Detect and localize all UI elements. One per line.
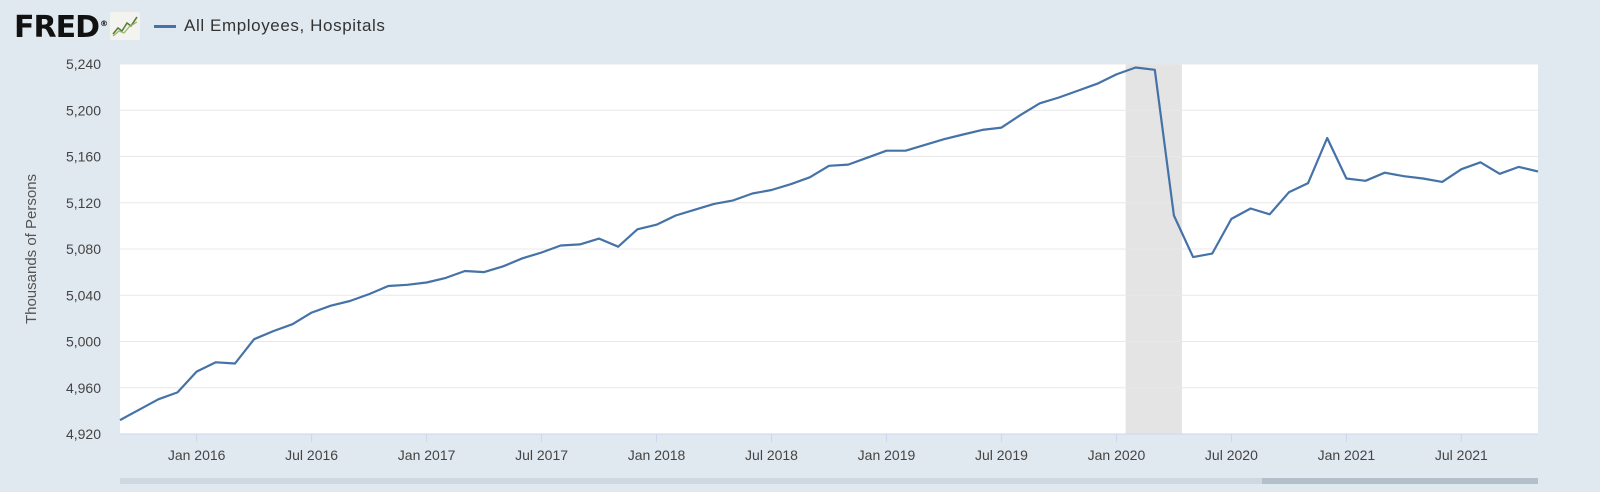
legend[interactable]: All Employees, Hospitals <box>154 16 385 36</box>
x-axis-ticks: Jan 2016 Jul 2016 Jan 2017 Jul 2017 Jan 2018… <box>168 434 1488 463</box>
fred-logo-text: FRED <box>14 10 100 45</box>
x-tick-label: Jan 2016 <box>168 447 226 463</box>
legend-line-swatch <box>154 24 176 28</box>
fred-chart-logo-icon <box>110 12 140 40</box>
chart-header: FRED® All Employees, Hospitals <box>14 9 385 45</box>
x-tick-label: Jul 2018 <box>745 447 798 463</box>
x-tick-label: Jul 2020 <box>1205 447 1258 463</box>
y-tick-label: 5,240 <box>66 56 101 72</box>
y-tick-label: 4,920 <box>66 426 101 442</box>
fred-logo[interactable]: FRED® <box>14 9 108 45</box>
y-tick-label: 5,080 <box>66 241 101 257</box>
x-tick-label: Jan 2020 <box>1088 447 1146 463</box>
y-tick-label: 5,120 <box>66 195 101 211</box>
x-tick-label: Jan 2017 <box>398 447 456 463</box>
legend-series-label: All Employees, Hospitals <box>184 16 386 35</box>
series-layer <box>119 66 1539 422</box>
y-axis-ticks: 5,240 5,200 5,160 5,120 5,080 5,040 5,000 4,960… <box>66 56 101 442</box>
y-tick-label: 5,200 <box>66 102 101 118</box>
navigator-handle[interactable] <box>1262 478 1538 484</box>
y-tick-label: 5,000 <box>66 334 101 350</box>
navigator-track[interactable] <box>120 478 1538 484</box>
x-tick-label: Jul 2021 <box>1435 447 1488 463</box>
y-tick-label: 5,160 <box>66 149 101 165</box>
x-tick-label: Jul 2016 <box>285 447 338 463</box>
registered-mark: ® <box>100 19 108 28</box>
x-tick-label: Jan 2021 <box>1318 447 1376 463</box>
x-tick-label: Jan 2018 <box>628 447 686 463</box>
series-line <box>119 66 1539 422</box>
y-axis-title: Thousands of Persons <box>23 174 40 324</box>
y-tick-label: 4,960 <box>66 380 101 396</box>
x-tick-label: Jan 2019 <box>858 447 916 463</box>
x-tick-label: Jul 2019 <box>975 447 1028 463</box>
y-tick-label: 5,040 <box>66 287 101 303</box>
x-tick-label: Jul 2017 <box>515 447 568 463</box>
